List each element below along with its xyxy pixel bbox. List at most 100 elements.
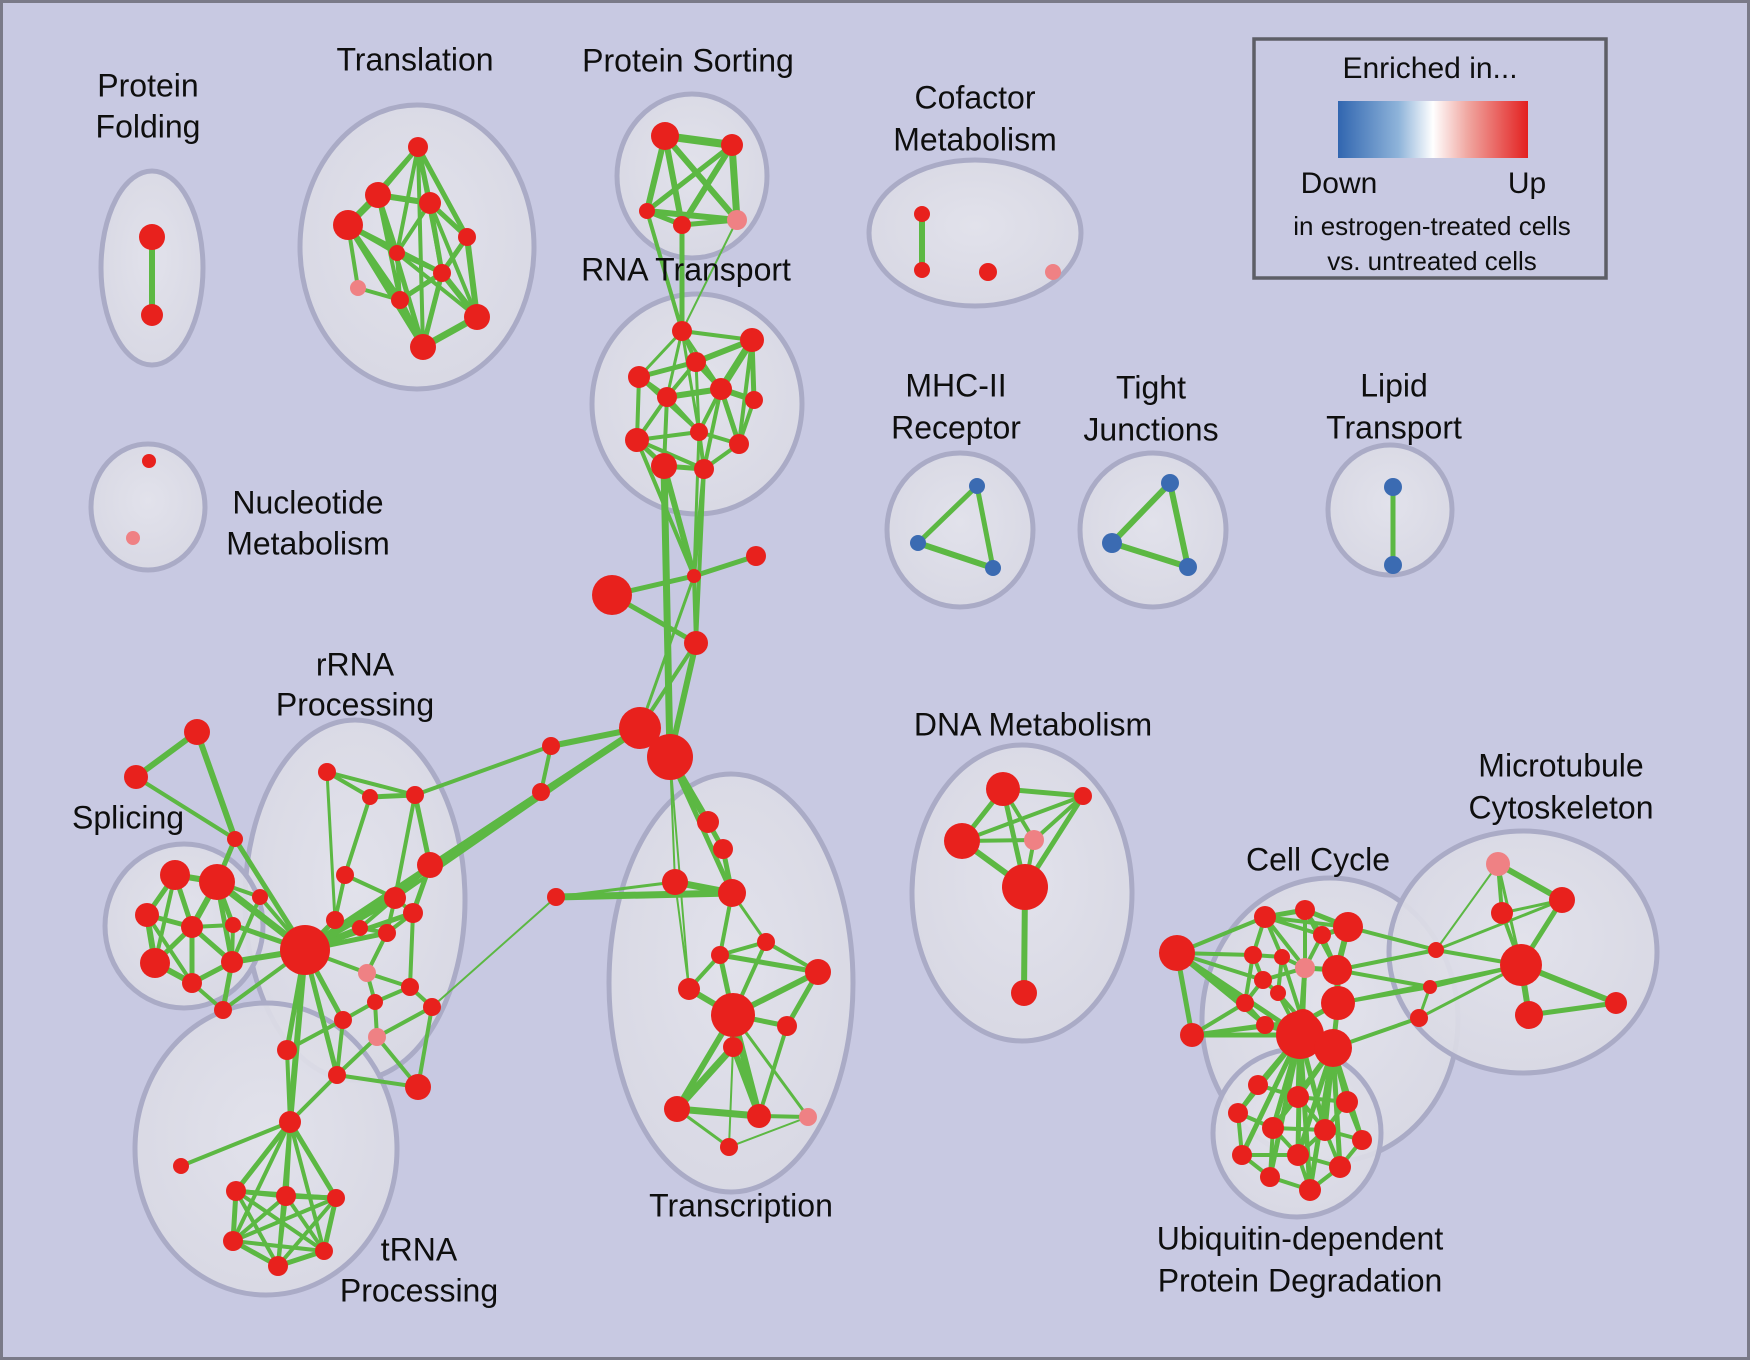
node-T5[interactable] bbox=[458, 228, 476, 246]
node-U5[interactable] bbox=[1262, 1117, 1284, 1139]
node-RT12[interactable] bbox=[694, 459, 714, 479]
node-TN3[interactable] bbox=[327, 1189, 345, 1207]
node-CM4[interactable] bbox=[1045, 264, 1061, 280]
node-CC11[interactable] bbox=[1321, 986, 1355, 1020]
node-T3[interactable] bbox=[419, 192, 441, 214]
node-SP1[interactable] bbox=[184, 719, 210, 745]
node-RR14[interactable] bbox=[277, 1040, 297, 1060]
node-RR12[interactable] bbox=[334, 1011, 352, 1029]
node-RT6[interactable] bbox=[710, 378, 732, 400]
node-RT3[interactable] bbox=[686, 352, 706, 372]
node-TR9[interactable] bbox=[711, 993, 755, 1037]
node-CM3[interactable] bbox=[979, 263, 997, 281]
node-D2[interactable] bbox=[1074, 787, 1092, 805]
node-S2[interactable] bbox=[199, 864, 235, 900]
node-SP2[interactable] bbox=[124, 765, 148, 789]
node-MT6[interactable] bbox=[1410, 1009, 1428, 1027]
node-PS4[interactable] bbox=[673, 216, 691, 234]
node-T1[interactable] bbox=[408, 137, 428, 157]
node-CCiso[interactable] bbox=[1159, 935, 1195, 971]
node-CC5[interactable] bbox=[1244, 946, 1262, 964]
node-U8[interactable] bbox=[1232, 1145, 1252, 1165]
node-TN6[interactable] bbox=[268, 1256, 288, 1276]
node-U10[interactable] bbox=[1329, 1156, 1351, 1178]
node-RR13[interactable] bbox=[368, 1028, 386, 1046]
node-N2[interactable] bbox=[126, 531, 140, 545]
node-RR15[interactable] bbox=[328, 1066, 346, 1084]
node-TR12[interactable] bbox=[664, 1096, 690, 1122]
node-M3[interactable] bbox=[985, 560, 1001, 576]
node-D5[interactable] bbox=[1002, 864, 1048, 910]
node-RT2[interactable] bbox=[740, 328, 764, 352]
node-TR8[interactable] bbox=[678, 978, 700, 1000]
node-C2[interactable] bbox=[746, 546, 766, 566]
node-D3[interactable] bbox=[944, 823, 980, 859]
node-RR16[interactable] bbox=[405, 1074, 431, 1100]
node-RR4[interactable] bbox=[403, 903, 423, 923]
node-TN1[interactable] bbox=[226, 1181, 246, 1201]
node-TR7[interactable] bbox=[805, 959, 831, 985]
node-S8[interactable] bbox=[182, 973, 202, 993]
node-PF1[interactable] bbox=[139, 224, 165, 250]
node-C5[interactable] bbox=[542, 737, 560, 755]
node-RR9[interactable] bbox=[401, 978, 419, 996]
node-S1[interactable] bbox=[160, 860, 190, 890]
node-M2[interactable] bbox=[910, 535, 926, 551]
node-TR11[interactable] bbox=[723, 1037, 743, 1057]
node-RT4[interactable] bbox=[628, 366, 650, 388]
node-C3[interactable] bbox=[592, 575, 632, 615]
node-TN5[interactable] bbox=[315, 1242, 333, 1260]
node-RRhub[interactable] bbox=[280, 925, 330, 975]
node-TR3[interactable] bbox=[662, 869, 688, 895]
node-CC6[interactable] bbox=[1274, 949, 1290, 965]
node-CC2[interactable] bbox=[1295, 900, 1315, 920]
node-RR8[interactable] bbox=[358, 964, 376, 982]
node-TJ1[interactable] bbox=[1161, 474, 1179, 492]
node-T11[interactable] bbox=[410, 334, 436, 360]
node-TR13[interactable] bbox=[747, 1104, 771, 1128]
node-S5[interactable] bbox=[225, 917, 241, 933]
node-U11[interactable] bbox=[1260, 1167, 1280, 1187]
node-RR11[interactable] bbox=[423, 998, 441, 1016]
node-PS5[interactable] bbox=[727, 210, 747, 230]
node-S7[interactable] bbox=[140, 948, 170, 978]
node-CC7[interactable] bbox=[1295, 958, 1315, 978]
node-RU3[interactable] bbox=[406, 786, 424, 804]
node-T4[interactable] bbox=[333, 210, 363, 240]
node-L2[interactable] bbox=[1384, 556, 1402, 574]
node-U3[interactable] bbox=[1336, 1091, 1358, 1113]
node-RT10[interactable] bbox=[729, 434, 749, 454]
node-S6[interactable] bbox=[252, 889, 268, 905]
node-RR2[interactable] bbox=[384, 887, 406, 909]
node-CM2[interactable] bbox=[914, 262, 930, 278]
node-U12[interactable] bbox=[1299, 1179, 1321, 1201]
node-S3[interactable] bbox=[135, 903, 159, 927]
node-L1[interactable] bbox=[1384, 478, 1402, 496]
node-TR5[interactable] bbox=[757, 933, 775, 951]
node-M1[interactable] bbox=[969, 478, 985, 494]
node-PF2[interactable] bbox=[141, 304, 163, 326]
node-RR5[interactable] bbox=[326, 911, 344, 929]
node-D6[interactable] bbox=[1011, 980, 1037, 1006]
node-X1[interactable] bbox=[547, 888, 565, 906]
node-MT1[interactable] bbox=[1486, 852, 1510, 876]
node-RT9[interactable] bbox=[625, 428, 649, 452]
node-C1[interactable] bbox=[687, 569, 701, 583]
node-T8[interactable] bbox=[350, 280, 366, 296]
node-MTc1[interactable] bbox=[1428, 942, 1444, 958]
node-HB2[interactable] bbox=[647, 734, 693, 780]
node-RR1[interactable] bbox=[336, 866, 354, 884]
node-CC10[interactable] bbox=[1270, 985, 1286, 1001]
node-U6[interactable] bbox=[1314, 1119, 1336, 1141]
node-MTc2[interactable] bbox=[1423, 980, 1437, 994]
node-PS3[interactable] bbox=[639, 203, 655, 219]
node-D1[interactable] bbox=[986, 772, 1020, 806]
node-CC8[interactable] bbox=[1322, 955, 1352, 985]
node-PS2[interactable] bbox=[721, 134, 743, 156]
node-C6[interactable] bbox=[532, 783, 550, 801]
node-TR4[interactable] bbox=[718, 879, 746, 907]
node-TR14[interactable] bbox=[799, 1108, 817, 1126]
node-RT8[interactable] bbox=[690, 423, 708, 441]
node-CC9[interactable] bbox=[1254, 971, 1272, 989]
node-CC14[interactable] bbox=[1256, 1016, 1274, 1034]
